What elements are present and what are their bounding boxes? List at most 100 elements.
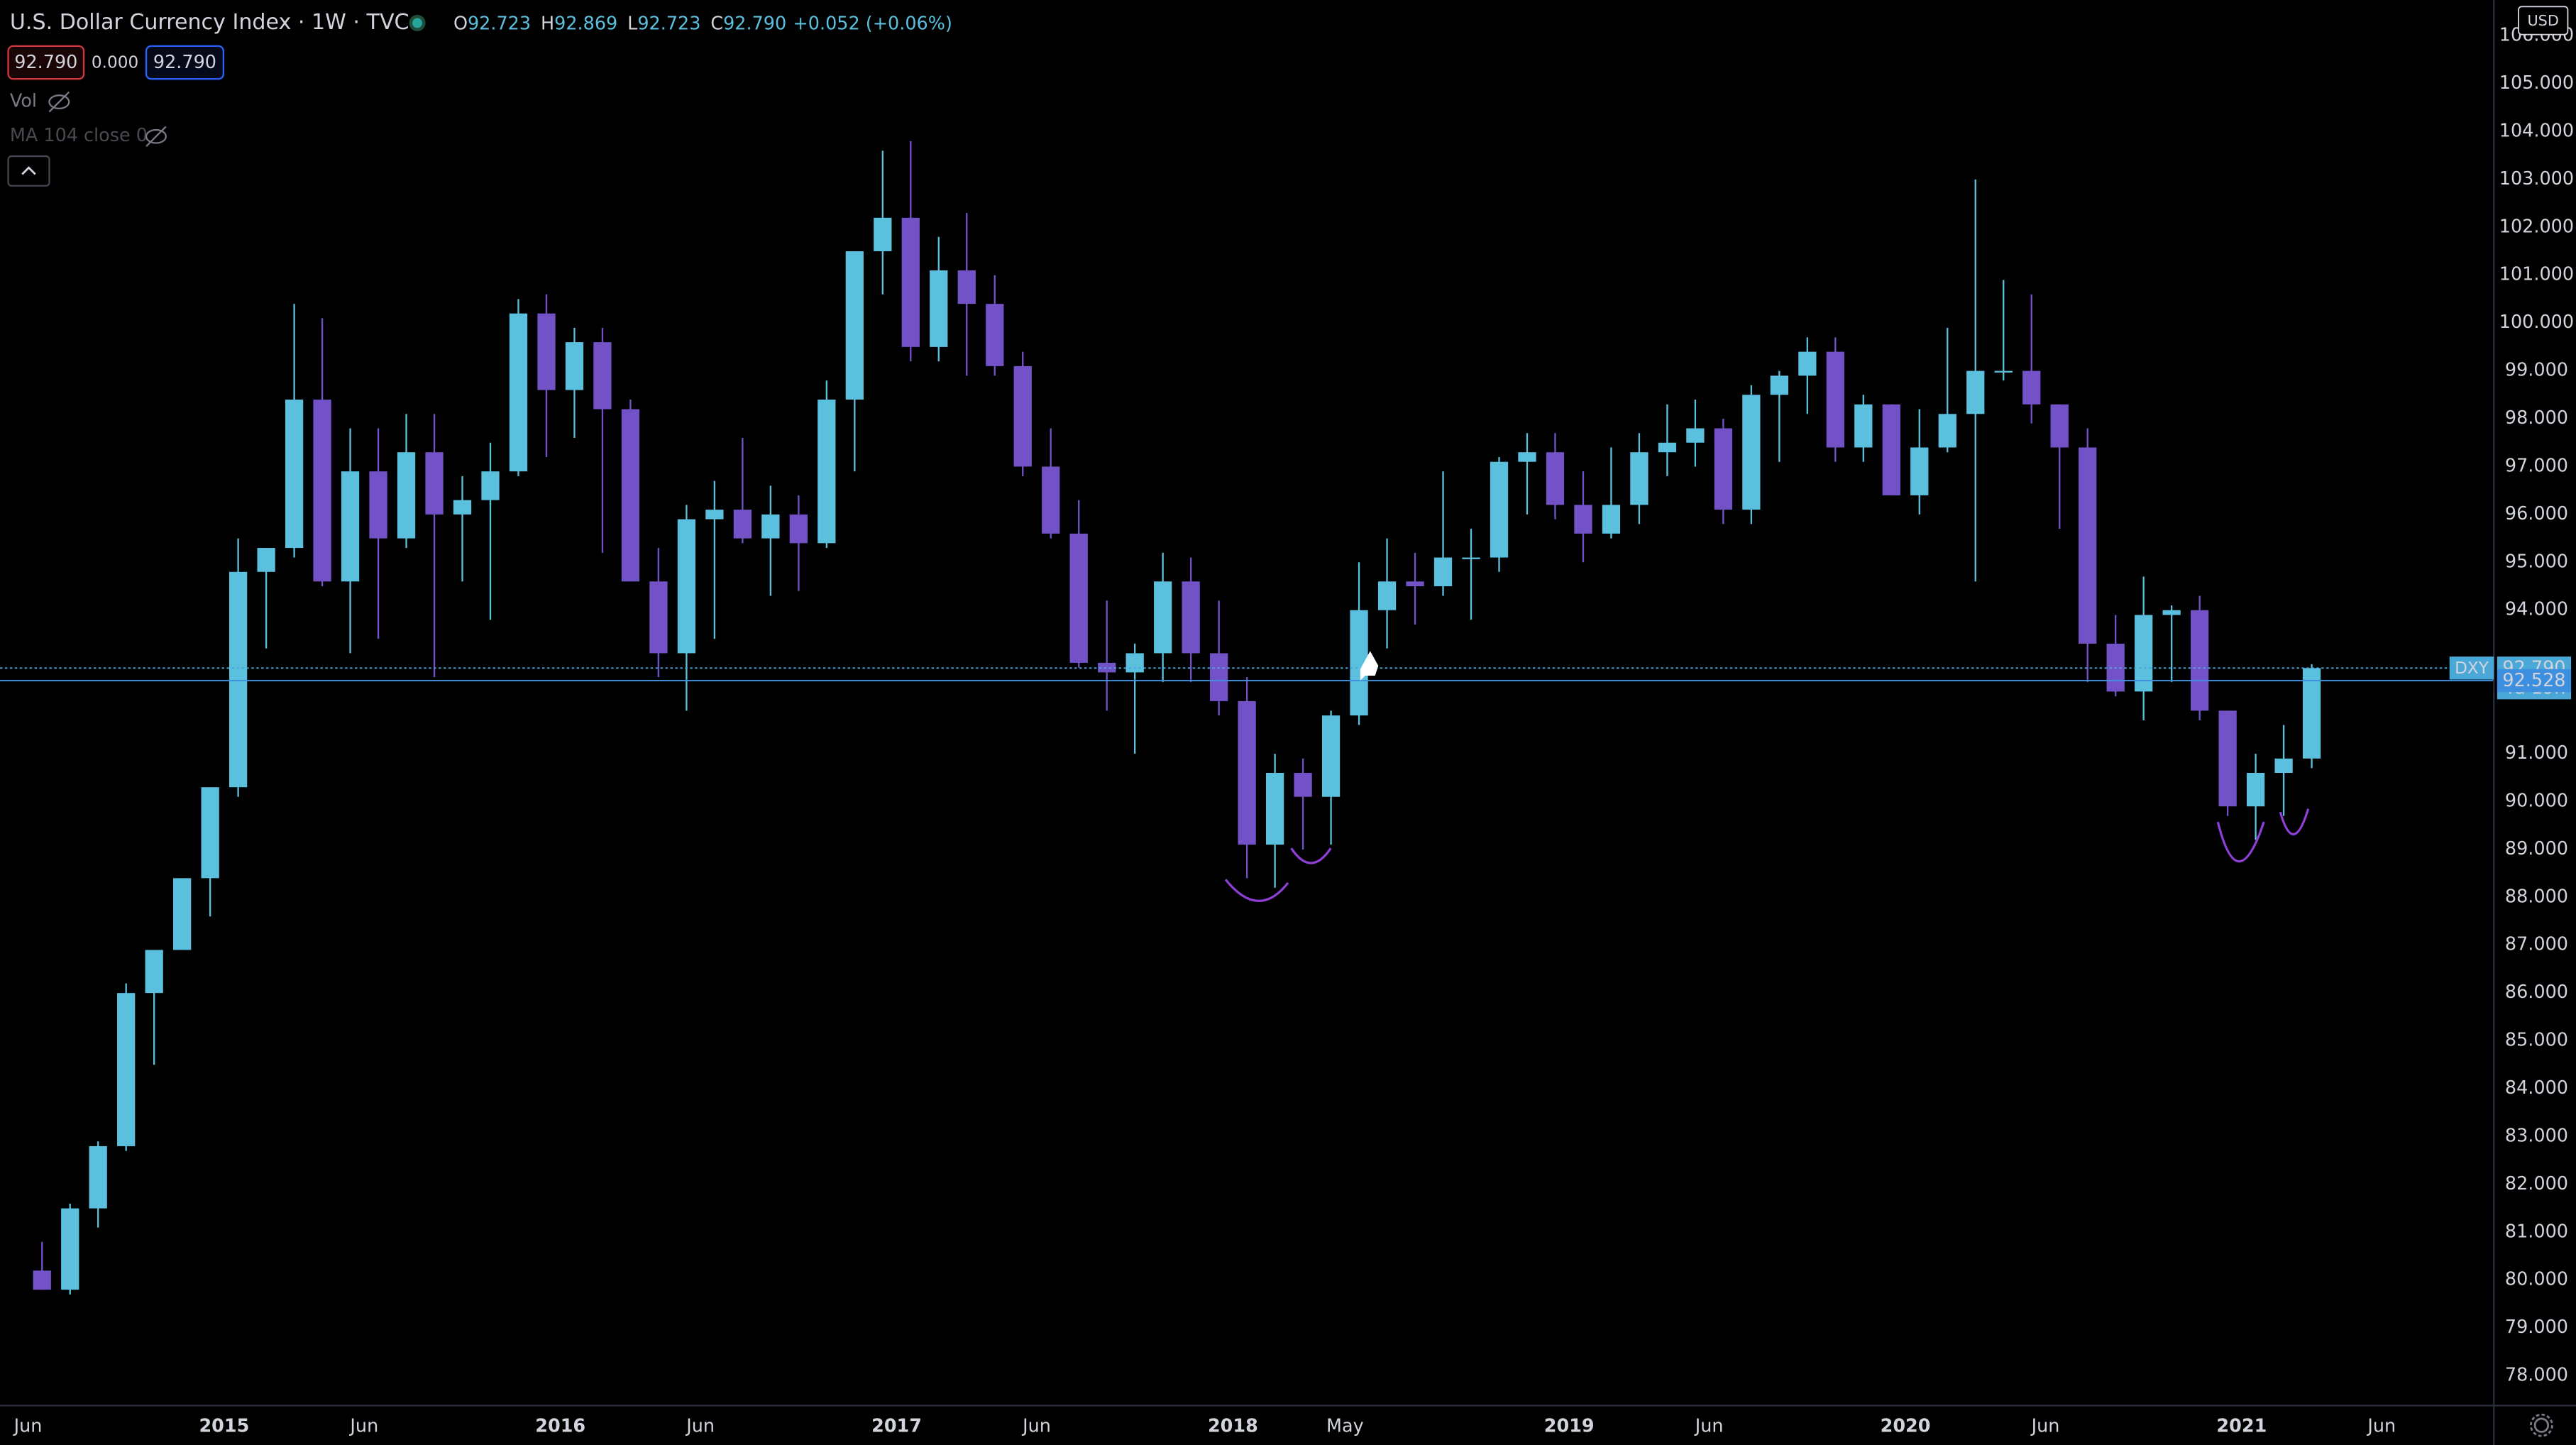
ohlc-value: 92.869: [554, 13, 617, 35]
y-tick-label: 99.000: [2505, 360, 2568, 381]
arc-drawing: [1290, 847, 1332, 864]
x-tick-label: 2020: [1881, 1416, 1931, 1437]
y-tick-label: 89.000: [2505, 838, 2568, 859]
candle-body: [818, 400, 836, 544]
candle-body: [1238, 700, 1256, 845]
y-tick-label: 97.000: [2505, 455, 2568, 476]
x-tick-label: Jun: [348, 1416, 378, 1437]
x-tick-label: Jun: [1021, 1416, 1051, 1437]
symbol-tag: [2449, 656, 2494, 680]
collapse-button[interactable]: [7, 155, 50, 187]
candle-body: [874, 217, 892, 252]
candle-body: [1910, 447, 1929, 495]
change-value: +0.052 (+0.06%): [793, 13, 952, 35]
candle-body: [397, 452, 416, 539]
y-tick-label: 101.000: [2499, 264, 2574, 285]
candle-body: [257, 548, 275, 572]
sell-button[interactable]: [7, 45, 85, 80]
candle-body: [986, 304, 1004, 366]
candle-body: [453, 500, 472, 515]
indicator-label[interactable]: MA 104 close 0: [10, 125, 148, 146]
collapse-icon[interactable]: [21, 166, 36, 175]
buy-price[interactable]: 92.790: [153, 52, 216, 73]
candle-body: [1966, 370, 1985, 414]
currency-box[interactable]: [2518, 6, 2569, 35]
x-tick-label: Jun: [13, 1416, 43, 1437]
candle-body: [2274, 758, 2293, 773]
y-tick-label: 81.000: [2505, 1221, 2568, 1242]
candle-body: [1433, 557, 1453, 587]
spread: 0.000: [92, 54, 138, 72]
candle-body: [313, 400, 331, 582]
symbol-tag-label: DXY: [2455, 659, 2489, 678]
candle-body: [1686, 428, 1705, 443]
settings-icon[interactable]: [2529, 1413, 2553, 1437]
x-tick-label: Jun: [2030, 1416, 2060, 1437]
candle-body: [565, 342, 584, 390]
y-tick-label: 87.000: [2505, 934, 2568, 955]
candle-body: [2135, 615, 2153, 692]
ohlc-label: L: [627, 13, 638, 35]
candle-body: [1994, 370, 2013, 373]
y-tick-label: 90.000: [2505, 790, 2568, 811]
candle-body: [957, 270, 976, 304]
candle-body: [1013, 366, 1032, 467]
y-tick-label: 94.000: [2505, 599, 2568, 620]
candle-body: [509, 313, 528, 472]
candle-body: [1462, 557, 1480, 559]
candle-body: [1602, 505, 1621, 534]
candle-body: [761, 514, 780, 539]
arc-drawing: [2216, 821, 2265, 863]
candle-body: [229, 571, 248, 788]
candle-body: [1882, 404, 1900, 495]
candle-body: [145, 950, 163, 994]
candle-body: [2191, 610, 2209, 711]
candle-body: [1098, 662, 1116, 673]
ohlc-label: O: [453, 13, 468, 35]
candle-body: [2050, 404, 2069, 448]
chart-title: U.S. Dollar Currency Index · 1W · TVC: [10, 10, 409, 35]
hidden-icon[interactable]: [145, 126, 167, 147]
candle-body: [1069, 533, 1088, 663]
y-tick-label: 95.000: [2505, 551, 2568, 572]
y-tick-label: 83.000: [2505, 1125, 2568, 1146]
ohlc-legend: O92.723 H92.869 L92.723 C92.790 +0.052 (+0.0…: [453, 13, 952, 35]
sell-price[interactable]: 92.790: [14, 52, 77, 73]
candle-body: [1265, 772, 1284, 845]
candle-body: [1377, 581, 1397, 610]
x-tick-label: 2021: [2216, 1416, 2267, 1437]
price-tag: [2497, 669, 2572, 693]
hidden-icon[interactable]: [48, 91, 70, 113]
currency-label[interactable]: USD: [2527, 12, 2559, 29]
y-tick-label: 91.000: [2505, 742, 2568, 764]
candle-body: [1854, 404, 1873, 448]
x-tick-label: Jun: [1694, 1416, 1724, 1437]
candle-body: [1182, 581, 1200, 654]
candle-body: [1294, 772, 1312, 797]
candle-body: [1154, 581, 1172, 654]
candle-body: [1938, 414, 1956, 448]
candle-body: [1125, 653, 1144, 673]
candle-body: [1574, 505, 1592, 534]
x-tick-label: Jun: [685, 1416, 715, 1437]
candle-body: [2218, 710, 2237, 807]
candle-body: [341, 471, 360, 582]
candle-body: [621, 409, 640, 582]
ohlc-label: H: [541, 13, 554, 35]
candle-body: [649, 581, 668, 654]
x-tick-label: Jun: [2366, 1416, 2396, 1437]
candle-body: [1770, 375, 1788, 395]
axes: 78.000 79.000 80.000 81.000 82.000 83.000 84.0…: [13, 25, 2574, 1437]
y-tick-label: 78.000: [2505, 1365, 2568, 1386]
y-tick-label: 88.000: [2505, 886, 2568, 907]
buy-button[interactable]: [145, 45, 225, 80]
candle-body: [930, 270, 948, 347]
indicator-label[interactable]: Vol: [10, 91, 37, 112]
candle-body: [2079, 447, 2097, 644]
y-tick-label: 104.000: [2499, 120, 2574, 141]
y-tick-label: 84.000: [2505, 1077, 2568, 1099]
x-tick-label: 2018: [1208, 1416, 1258, 1437]
